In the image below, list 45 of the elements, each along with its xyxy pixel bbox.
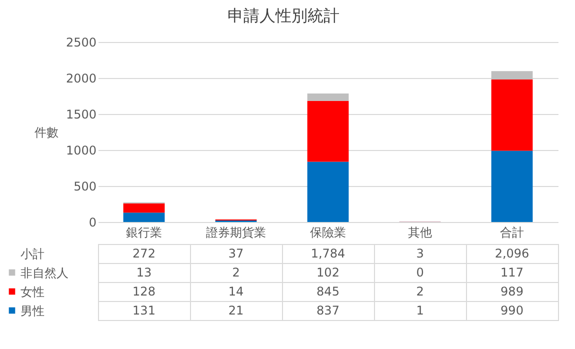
- total-label: 37: [228, 246, 244, 260]
- bar: [307, 100, 349, 162]
- bar: [123, 203, 165, 213]
- bar: [307, 94, 349, 101]
- x-tick-label: 保險業: [310, 226, 346, 240]
- data-label: 990: [500, 304, 524, 318]
- data-label: 837: [316, 304, 340, 318]
- bar: [123, 212, 165, 222]
- bar: [491, 150, 533, 222]
- data-label: 989: [500, 284, 524, 298]
- y-axis-title: 件數: [34, 126, 58, 140]
- bar: [307, 162, 349, 222]
- data-label: 2: [232, 266, 240, 280]
- data-label: 131: [132, 304, 156, 318]
- data-label: 14: [228, 284, 244, 298]
- chart-title: 申請人性別統計: [227, 6, 340, 25]
- bar: [491, 80, 533, 151]
- y-tick-label: 0: [88, 216, 96, 230]
- y-tick-label: 500: [74, 180, 96, 194]
- data-label: 13: [136, 266, 152, 280]
- total-label: 3: [416, 246, 424, 260]
- legend-label: 女性: [20, 285, 44, 299]
- data-label: 0: [416, 266, 424, 280]
- total-label: 272: [132, 246, 156, 260]
- data-label: 128: [132, 284, 156, 298]
- data-label: 117: [500, 266, 524, 280]
- data-label: 845: [316, 284, 340, 298]
- total-label: 2,096: [494, 246, 530, 260]
- x-tick-label: 合計: [500, 226, 524, 240]
- data-label: 1: [416, 304, 424, 318]
- text: 小計: [20, 247, 44, 261]
- x-tick-label: 銀行業: [126, 226, 162, 240]
- y-tick-label: 2500: [66, 36, 96, 50]
- legend-label: 非自然人: [20, 266, 68, 280]
- x-tick-label: 其他: [408, 226, 432, 240]
- y-tick-label: 1000: [66, 144, 96, 158]
- total-label: 1,784: [310, 246, 346, 260]
- y-tick-label: 2000: [66, 72, 96, 86]
- x-tick-label: 證券期貨業: [206, 226, 266, 240]
- data-label: 2: [416, 284, 424, 298]
- legend-label: 男性: [20, 304, 44, 318]
- y-tick-label: 1500: [66, 108, 96, 122]
- data-label: 21: [228, 304, 244, 318]
- data-label: 102: [316, 266, 340, 280]
- bar: [491, 71, 533, 80]
